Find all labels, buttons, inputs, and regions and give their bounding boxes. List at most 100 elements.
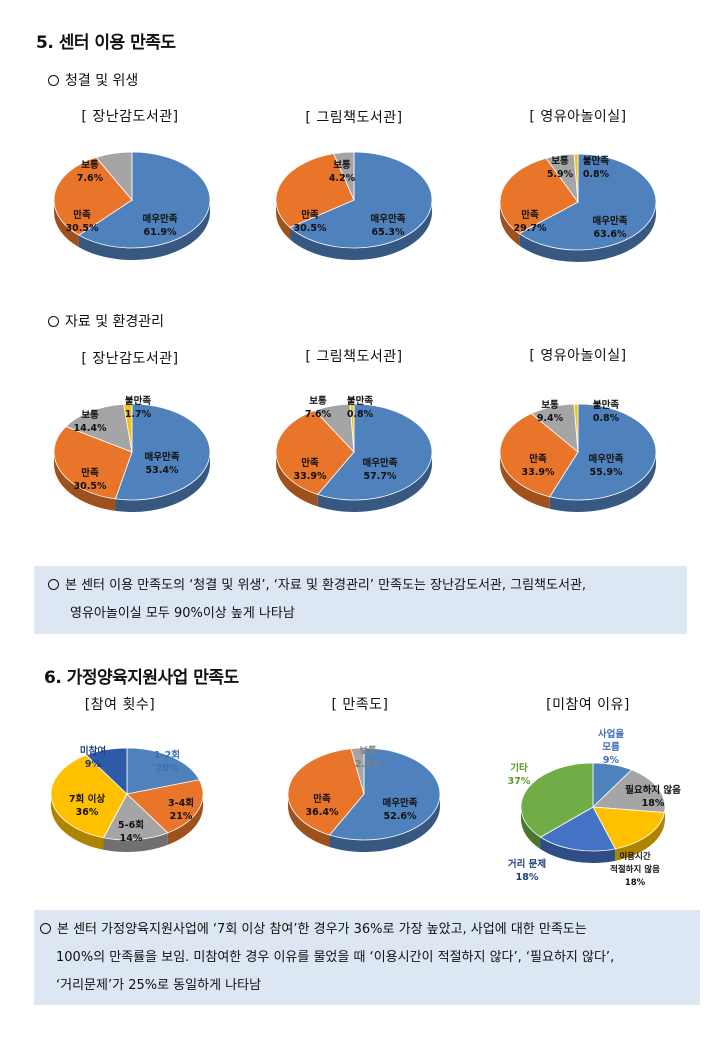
- pie-slice: [328, 747, 441, 841]
- pie-slice: [549, 403, 657, 501]
- pie-slice: [499, 157, 579, 234]
- slice-data-label: 만족 36.4%: [306, 793, 339, 818]
- pie-slice: [592, 769, 666, 813]
- slice-data-label: 3-4회 21%: [168, 797, 194, 822]
- note-line: ‘거리문제’가 25%로 동일하게 나타남: [56, 978, 262, 993]
- pie-slice: [499, 413, 579, 498]
- chart-title: [미참여 이유]: [546, 697, 630, 713]
- pie-chart-satisfaction: 매우만족 52.6% 만족 36.4% 보통 2.5%: [287, 746, 441, 852]
- slice-data-label: 보통 7.6%: [305, 396, 332, 420]
- slice-data-label: 매우만족 61.9%: [143, 213, 178, 238]
- pie-chart-clean-infant-playroom: 매우만족 63.6% 만족 29.7% 보통 5.9% 불만족 0.8%: [499, 153, 657, 262]
- chart-title: [ 영유아놀이실]: [529, 348, 627, 364]
- pie-slice: [126, 747, 200, 795]
- pie-side-slice: [500, 202, 520, 246]
- pie-slice: [287, 748, 365, 836]
- chart-title: [ 그림책도서관]: [305, 110, 403, 126]
- slice-data-label: 보통 4.2%: [329, 160, 356, 184]
- slice-data-label: 매우만족 53.4%: [145, 451, 180, 476]
- pie-chart-materials-infant-playroom: 매우만족 55.9% 만족 33.9% 보통 9.4% 불만족 0.8%: [499, 399, 657, 512]
- slice-data-label: 만족 29.7%: [514, 209, 547, 234]
- pie-slice: [520, 762, 594, 838]
- chart-title: [ 만족도]: [331, 697, 389, 713]
- slice-data-label: 사업을 모름 9%: [598, 728, 624, 766]
- pie-side-slice: [615, 812, 665, 861]
- chart-title: [ 영유아놀이실]: [529, 109, 627, 125]
- pie-side-slice: [276, 200, 291, 240]
- chart-title: [ 장난감도서관]: [81, 109, 179, 125]
- pie-slice: [573, 153, 579, 203]
- pie-side-slice: [54, 200, 79, 248]
- section5-heading: 5. 센터 이용 만족도: [36, 33, 176, 53]
- slice-data-label: 7회 이상 36%: [69, 793, 105, 818]
- pie-chart-non-participation-reason: 사업을 모름 9%필요하지 않음 18% 이용시간 적절하지 않음 18% 거리 문제 18% 기…: [508, 728, 682, 888]
- slice-data-label: 보통 14.4%: [74, 410, 107, 434]
- pie-side-slice: [288, 794, 330, 848]
- pie-chart-materials-toy-library: 매우만족 53.4% 만족 30.5% 보통 14.4% 불만족 1.7%: [53, 395, 211, 512]
- pie-side-slice: [519, 202, 656, 262]
- chart-title: [ 그림책도서관]: [305, 349, 403, 365]
- slice-data-label: 불만족 0.8%: [583, 155, 610, 180]
- slice-data-label: 만족 33.9%: [522, 453, 555, 478]
- pie-side-slice: [51, 794, 104, 850]
- slice-data-label: 거리 문제 18%: [508, 858, 546, 883]
- pie-side-slice: [329, 794, 440, 852]
- slice-data-label: 매우만족 52.6%: [383, 797, 418, 822]
- pie-slice: [349, 403, 355, 453]
- pie-slice: [85, 747, 128, 795]
- pie-slice: [317, 403, 433, 501]
- pie-slice: [592, 806, 665, 850]
- note-line: 본 센터 이용 만족도의 ‘청결 및 위생’, ‘자료 및 환경관리’ 만족도는…: [34, 572, 687, 600]
- slice-data-label: 불만족 0.8%: [593, 399, 620, 424]
- slice-data-label: 보통 9.4%: [537, 400, 564, 424]
- pie-side-slice: [521, 807, 541, 850]
- pie-side-slice: [78, 200, 210, 260]
- note-line: 본 센터 가정양육지원사업에 ‘7회 이상 참여’한 경우가 36%로 가장 높…: [34, 916, 700, 944]
- bullet-icon: [48, 579, 59, 590]
- pie-slice: [65, 403, 133, 453]
- slice-data-label: 필요하지 않음 18%: [625, 784, 681, 809]
- pie-chart-participation-count: 1-2회 20% 3-4회 21% 5-6회 14% 7회 이상 36% 미참여 9%: [50, 745, 204, 852]
- slice-data-label: 만족 30.5%: [66, 209, 99, 234]
- slice-data-label: 1-2회 20%: [154, 749, 180, 774]
- slice-data-label: 만족 33.9%: [294, 457, 327, 482]
- slice-data-label: 매우만족 65.3%: [371, 213, 406, 238]
- pie-chart-clean-picture-book-library: 매우만족 65.3% 만족 30.5% 보통 4.2%: [275, 151, 433, 260]
- pie-slice: [275, 153, 355, 228]
- pie-slice: [95, 151, 133, 202]
- pie-slice: [289, 151, 433, 249]
- bullet-icon: [40, 923, 51, 934]
- slice-data-label: 불만족 0.8%: [347, 395, 374, 420]
- bullet-icon: [48, 75, 59, 86]
- pie-chart-materials-picture-book-library: 매우만족 57.7% 만족 33.9% 보통 7.6% 불만족 0.8%: [275, 395, 433, 512]
- slice-data-label: 미참여 9%: [80, 745, 106, 770]
- slice-data-label: 기타 37%: [508, 762, 531, 787]
- chart-title: [참여 횟수]: [84, 697, 156, 713]
- slice-data-label: 이용시간 적절하지 않음 18%: [610, 851, 660, 888]
- slice-data-label: 매우만족 57.7%: [363, 457, 398, 482]
- summary-box-section6: 본 센터 가정양육지원사업에 ‘7회 이상 참여’한 경우가 36%로 가장 높…: [34, 910, 700, 1005]
- pie-side-slice: [115, 452, 210, 512]
- slice-data-label: 5-6회 14%: [118, 819, 144, 844]
- bullet-icon: [48, 316, 59, 327]
- note-line: 100%의 만족률을 보임. 미참여한 경우 이유를 물었을 때 ‘이용시간이 …: [56, 950, 615, 965]
- pie-slice: [114, 403, 211, 501]
- pie-slice: [50, 754, 128, 839]
- summary-box-section5: 본 센터 이용 만족도의 ‘청결 및 위생’, ‘자료 및 환경관리’ 만족도는…: [34, 566, 687, 634]
- slice-data-label: 불만족 1.7%: [125, 395, 152, 420]
- pie-side-slice: [167, 794, 203, 845]
- slice-data-label: 만족 30.5%: [294, 209, 327, 234]
- pie-side-slice: [276, 452, 318, 507]
- pie-slice: [518, 153, 657, 251]
- slice-data-label: 만족 30.5%: [74, 467, 107, 492]
- pie-slice: [539, 806, 616, 852]
- pie-slice: [350, 747, 365, 795]
- pie-slice: [333, 151, 355, 201]
- section6-heading: 6. 가정양육지원사업 만족도: [44, 668, 239, 688]
- slice-data-label: 매우만족 63.6%: [593, 215, 628, 240]
- pie-slice: [102, 793, 169, 841]
- pie-slice: [126, 779, 204, 834]
- pie-side-slice: [500, 452, 550, 509]
- slice-data-label: 보통 5.9%: [547, 156, 574, 180]
- pie-chart-clean-toy-library: 매우만족 61.9% 만족 30.5% 보통 7.6%: [53, 151, 211, 260]
